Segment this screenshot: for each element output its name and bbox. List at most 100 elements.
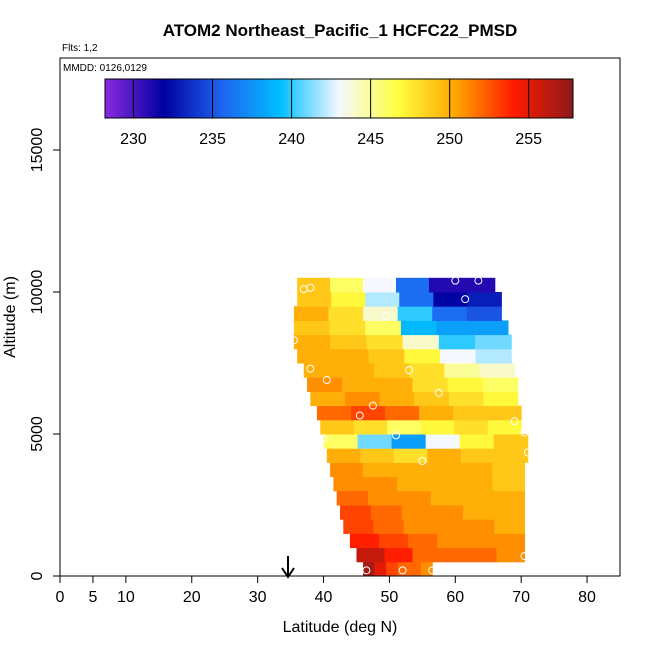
sample-point — [355, 411, 364, 420]
y-tick-label: 15000 — [29, 128, 46, 173]
x-tick-label: 5 — [88, 589, 97, 606]
x-tick-label: 50 — [381, 589, 399, 606]
curtain-cell — [307, 377, 343, 392]
curtain-cell — [468, 547, 497, 563]
curtain-cell — [323, 434, 359, 449]
x-tick-label: 40 — [315, 589, 333, 606]
y-tick-label: 5000 — [29, 416, 46, 452]
y-tick-label: 0 — [29, 571, 46, 580]
y-tick-label: 10000 — [29, 270, 46, 315]
curtain-cell — [363, 277, 397, 293]
curtain-cell — [374, 561, 387, 577]
curtain-cell — [338, 363, 375, 378]
curtain-cell — [397, 306, 433, 321]
curtain-cell — [399, 292, 434, 307]
curtain-cell — [493, 490, 525, 506]
y-axis-title: Altitude (m) — [2, 276, 19, 358]
sample-point — [382, 312, 391, 321]
curtain-cell — [419, 405, 454, 421]
curtain-cell — [357, 434, 393, 449]
x-tick-label: 0 — [56, 589, 65, 606]
sample-point — [319, 434, 328, 443]
curtain-cell — [331, 292, 366, 307]
sample-point — [392, 431, 400, 440]
curtain-cell — [386, 561, 399, 577]
curtain-cell — [374, 363, 410, 378]
curtain-cell — [384, 547, 413, 563]
curtain-cell — [447, 377, 484, 392]
curtain-cell — [420, 561, 433, 577]
curtain-cell — [400, 320, 438, 336]
curtain-cell — [425, 434, 461, 449]
curtain-cell — [350, 405, 386, 421]
curtain-cell — [408, 533, 438, 549]
curtain-cell — [360, 448, 395, 463]
curtain-cell — [356, 547, 385, 563]
curtain-cell — [403, 519, 435, 534]
curtain-cell — [393, 448, 428, 463]
curtain-cell — [461, 277, 496, 293]
curtain-cell — [496, 547, 525, 563]
curtain-cell — [466, 306, 502, 321]
curtain-cell — [377, 377, 413, 392]
curtain-cell — [310, 391, 346, 407]
curtain-cell — [460, 448, 495, 463]
curtain-cell — [432, 505, 464, 520]
colorbar-tick-label: 235 — [199, 131, 226, 148]
curtain-cell — [349, 533, 380, 549]
curtain-cell — [326, 448, 361, 463]
curtain-cell — [437, 533, 467, 549]
curtain-cell — [492, 476, 525, 492]
sample-point — [461, 295, 470, 304]
curtain-cell — [464, 519, 495, 534]
curtain-cell — [320, 419, 355, 435]
curtain-cell — [391, 434, 427, 449]
chart-title: ATOM2 Northeast_Pacific_1 HCFC22_PMSD — [163, 21, 518, 40]
curtain-cell — [466, 533, 496, 549]
curtain-cell — [353, 419, 388, 435]
curtain-cell — [340, 505, 372, 520]
curtain-cell — [397, 476, 430, 492]
curtain-cell — [401, 505, 433, 520]
curtain-cell — [293, 306, 329, 321]
curtain-cell — [454, 419, 489, 435]
curtain-cell — [373, 519, 405, 534]
curtain-cell — [433, 292, 468, 307]
curtain-cell — [427, 462, 461, 478]
sample-point — [362, 566, 371, 575]
curtain-cell — [475, 334, 512, 350]
sample-point — [451, 276, 460, 285]
colorbar-tick-label: 255 — [515, 131, 542, 148]
curtain-cell — [342, 377, 378, 392]
colorbar-tick-label: 250 — [436, 131, 463, 148]
sample-point — [398, 566, 407, 575]
flights-label: Flts: 1,2 — [62, 43, 98, 54]
curtain-cell — [385, 405, 420, 421]
curtain-cell — [453, 405, 488, 421]
curtain-cell — [328, 306, 364, 321]
curtain-cell — [396, 277, 430, 293]
curtain-cell — [448, 391, 484, 407]
curtain-cell — [394, 462, 428, 478]
arrow — [281, 556, 295, 579]
curtain-cell — [492, 462, 525, 478]
x-tick-label: 20 — [183, 589, 201, 606]
curtain-cell — [460, 476, 494, 492]
curtain-cell — [293, 320, 331, 336]
curtain-cell — [412, 377, 449, 392]
curtain-cell — [397, 561, 410, 577]
curtain-cell — [459, 462, 493, 478]
x-tick-label: 80 — [578, 589, 596, 606]
plot-frame — [59, 57, 621, 577]
curtain-cell — [494, 519, 525, 534]
sample-point — [523, 448, 532, 457]
curtain-cell — [427, 448, 462, 463]
curtain-cell — [297, 277, 331, 293]
curtain-cell — [402, 334, 440, 350]
x-tick-label: 60 — [446, 589, 464, 606]
curtain-cell — [297, 348, 334, 364]
curtain-cell — [495, 533, 525, 549]
curtain-cell — [330, 334, 367, 350]
curtain-cell — [479, 363, 516, 378]
sample-point — [289, 336, 298, 345]
